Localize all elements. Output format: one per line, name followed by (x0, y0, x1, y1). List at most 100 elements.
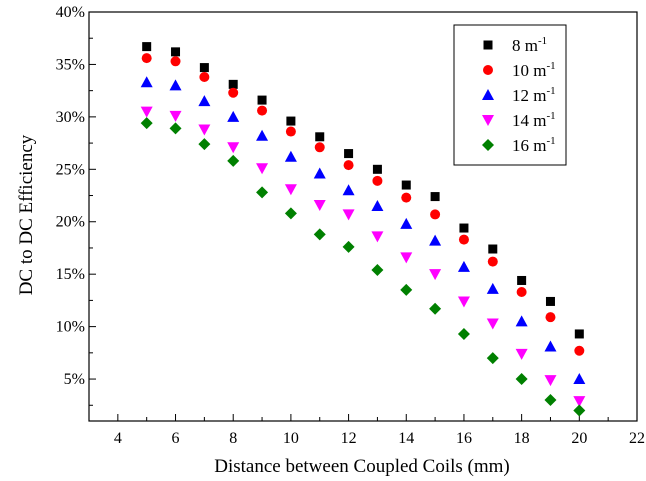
data-point (199, 63, 209, 73)
y-tick-label: 35% (56, 56, 85, 73)
data-point (574, 345, 585, 356)
data-point (342, 209, 355, 221)
data-point (400, 252, 413, 264)
x-tick-label: 22 (629, 430, 645, 447)
data-point (545, 312, 556, 323)
data-point (574, 329, 584, 339)
data-point (171, 47, 181, 57)
data-point (457, 327, 470, 340)
data-point (257, 95, 267, 105)
data-point (170, 56, 181, 67)
y-tick-label: 15% (56, 266, 85, 283)
data-point (284, 184, 297, 196)
series-5 (140, 117, 586, 417)
data-point (198, 95, 211, 107)
legend-marker (482, 115, 494, 126)
y-tick-label: 10% (56, 319, 85, 336)
data-point (545, 296, 555, 306)
data-point (314, 142, 325, 153)
legend-marker (483, 65, 493, 75)
data-point (372, 175, 383, 186)
data-point (284, 150, 297, 162)
data-point (199, 72, 210, 83)
data-point (573, 396, 586, 408)
data-point (169, 122, 182, 135)
data-point (169, 79, 182, 91)
data-point (401, 180, 411, 190)
data-point (169, 110, 182, 122)
data-point (344, 149, 354, 159)
data-point (401, 192, 412, 203)
x-tick-label: 10 (283, 430, 299, 447)
x-tick-label: 12 (341, 430, 357, 447)
data-point (315, 132, 325, 142)
series-4 (140, 106, 586, 408)
legend-label: 12 m-1 (512, 85, 556, 105)
x-tick-label: 16 (456, 430, 472, 447)
data-point (488, 244, 498, 254)
data-point (459, 223, 469, 233)
data-point (227, 110, 240, 122)
data-point (486, 282, 499, 294)
data-point (256, 163, 269, 175)
data-point (228, 79, 238, 89)
legend-label: 14 m-1 (512, 110, 556, 130)
data-point (142, 42, 152, 52)
y-tick-label: 20% (56, 214, 85, 231)
data-point (487, 256, 498, 267)
data-point (515, 373, 528, 386)
data-point (342, 184, 355, 196)
data-point (573, 404, 586, 417)
data-point (343, 160, 354, 171)
legend-marker (482, 89, 494, 100)
data-point (198, 138, 211, 151)
data-point (198, 124, 211, 136)
data-point (430, 192, 440, 202)
x-axis-title: Distance between Coupled Coils (mm) (214, 456, 510, 477)
legend-label-sup: -1 (546, 60, 555, 72)
data-point (141, 53, 152, 64)
legend-marker (483, 40, 493, 50)
data-point (429, 234, 442, 246)
data-point (429, 269, 442, 281)
data-point (515, 315, 528, 327)
data-point (285, 126, 296, 137)
legend-label-sup: -1 (546, 135, 555, 147)
data-point (256, 186, 269, 199)
data-point (140, 106, 153, 118)
data-point (516, 287, 527, 298)
data-point (544, 375, 557, 387)
data-point (517, 275, 527, 285)
data-point (544, 394, 557, 407)
legend-box (453, 24, 567, 166)
x-tick-label: 4 (114, 430, 122, 447)
data-point (256, 129, 269, 141)
legend-label-sup: -1 (546, 110, 555, 122)
data-points (140, 42, 586, 417)
y-tick-label: 40% (56, 4, 85, 21)
data-point (544, 340, 557, 352)
y-tick-label: 5% (64, 371, 85, 388)
data-point (286, 116, 296, 126)
data-point (400, 283, 413, 296)
data-point (140, 117, 153, 130)
legend-label: 16 m-1 (512, 135, 556, 155)
y-tick-label: 25% (56, 161, 85, 178)
axis-ticks: 4 6 8 10 12 14 16 18 20 22 5% 10% 15% 20% 25% 30% 35% 40% (56, 4, 645, 447)
series-3 (140, 76, 586, 385)
data-point (429, 302, 442, 315)
data-point (313, 228, 326, 241)
data-point (458, 234, 469, 245)
x-tick-label: 18 (514, 430, 530, 447)
y-tick-label: 30% (56, 109, 85, 126)
data-point (371, 231, 384, 243)
x-tick-label: 20 (571, 430, 587, 447)
data-point (372, 164, 382, 174)
data-point (430, 209, 441, 220)
data-point (371, 263, 384, 276)
x-tick-label: 8 (229, 430, 237, 447)
legend-marker (482, 139, 494, 151)
legend-label-sup: -1 (538, 35, 547, 47)
x-tick-label: 14 (398, 430, 414, 447)
